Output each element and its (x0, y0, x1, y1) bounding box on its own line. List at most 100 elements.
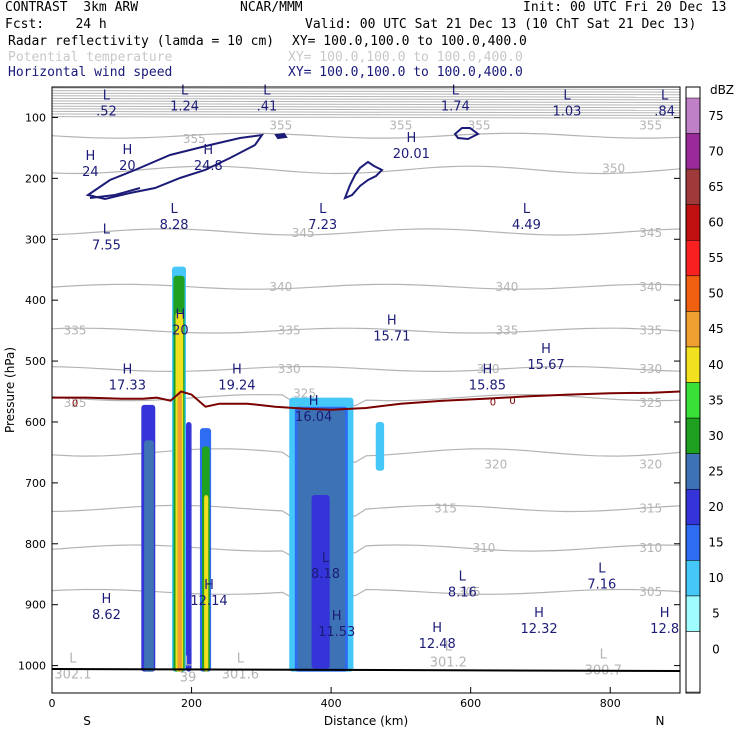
theta-contours: 355 355 355 355 355 350 345 345 340 340 340 335 335 3… (52, 118, 680, 599)
upper-theta-band (52, 87, 680, 119)
wind-extremum-value: 8.16 (448, 585, 477, 600)
wind-extremum-value: 20 (172, 324, 189, 339)
wind-extremum-kind: L (459, 569, 467, 584)
wind-extremum-kind: H (406, 131, 416, 146)
colorbar-swatch (685, 168, 701, 205)
y-tick-label: 1000 (18, 660, 46, 673)
colorbar-swatch (685, 595, 701, 632)
wind-contour (89, 187, 141, 199)
colorbar-swatch (685, 275, 701, 312)
colorbar-unit: dBZ (710, 83, 734, 97)
colorbar-tick-label: 25 (708, 464, 723, 478)
y-tick-label: 500 (25, 355, 46, 368)
reflectivity-cell (311, 495, 330, 669)
valid-time: Valid: 00 UTC Sat 21 Dec 13 (10 ChT Sat … (305, 17, 697, 32)
wind-extremum-kind: H (332, 609, 342, 624)
wind-extremum-kind: L (598, 561, 606, 576)
theta-upper-line (52, 116, 680, 119)
theta-upper-line (52, 105, 680, 109)
theta-upper-line (52, 113, 680, 116)
contour-labels: L.52L1.24L.41L1.74L1.03L.84H24H20H24.8H2… (54, 83, 679, 685)
colorbar-tick-label: 65 (708, 180, 723, 194)
theta-label: 350 (602, 162, 625, 176)
theta-upper-line (52, 110, 680, 114)
theta-contour (52, 366, 680, 372)
wind-extremum-kind: L (452, 83, 460, 98)
colorbar-swatch (685, 524, 701, 561)
colorbar-swatch (685, 311, 701, 348)
theta-upper-line (52, 95, 680, 98)
theta-upper-line (52, 92, 680, 96)
theta-contour (52, 228, 680, 236)
theta-contour (52, 544, 680, 558)
wind-extremum-value: 12.14 (190, 594, 227, 609)
wind-contour (85, 133, 265, 201)
wind-extremum-value: 12.8 (650, 622, 679, 637)
theta-contour (52, 132, 680, 139)
colorbar-tick-label: 20 (708, 500, 723, 514)
colorbar-tick-label: 50 (708, 287, 723, 301)
theta-upper-line (52, 87, 680, 90)
theta-label: 305 (458, 585, 481, 599)
reflectivity-fill (141, 266, 385, 672)
theta-label: 345 (292, 226, 315, 240)
wind-extremum-kind: H (122, 362, 132, 377)
wind-extremum-value: 1.03 (552, 104, 581, 119)
wind-extremum-value: 7.55 (92, 238, 121, 253)
y-tick-label: 800 (25, 538, 46, 551)
theta-label: 330 (477, 362, 500, 376)
wind-extremum-kind: L (523, 202, 531, 217)
colorbar-swatch (685, 204, 701, 241)
wind-extremum-value: 7.23 (308, 218, 337, 233)
colorbar-tick-label: 35 (708, 393, 723, 407)
wind-extremum-kind: L (563, 88, 571, 103)
freezing-label: 0 (509, 396, 515, 407)
wind-extremum-kind: H (176, 308, 186, 323)
wind-extremum-kind: H (432, 621, 442, 636)
wind-extremum-value: 15.67 (527, 358, 564, 373)
colorbar-tick-label: 15 (708, 536, 723, 550)
freezing-label: 0 (490, 397, 496, 408)
colorbar-swatch (685, 346, 701, 383)
theta-label: 335 (278, 324, 301, 338)
x-tick-label: 0 (49, 697, 56, 710)
colorbar-tick-label: 45 (708, 322, 723, 336)
wind-contour (274, 132, 288, 140)
colorbar-frame (685, 86, 701, 694)
reflectivity-cell (144, 440, 154, 672)
x-axis-label: Distance (km) (324, 714, 408, 728)
colorbar-tick-label: 55 (708, 251, 723, 265)
colorbar-swatch (685, 631, 701, 693)
wind-extremum-value: 16.04 (295, 410, 332, 425)
surface-extremum-kind: L (237, 652, 245, 667)
surface-extremum-value: 302.1 (54, 668, 91, 683)
wind-extremum-value: 19.24 (218, 378, 255, 393)
theta-contour (52, 588, 680, 599)
reflectivity-cell (185, 421, 192, 672)
wind-extremum-kind: H (102, 592, 112, 607)
theta-contour (52, 393, 680, 407)
wind-extremum-value: 7.16 (587, 577, 616, 592)
ground-line (51, 668, 681, 672)
wind-contour (453, 127, 480, 141)
y-tick-label: 600 (25, 416, 46, 429)
wind-extremum-value: 8.28 (160, 218, 189, 233)
colorbar-swatch (685, 453, 701, 490)
theta-label: 340 (269, 280, 292, 294)
y-tick-label: 300 (25, 233, 46, 246)
theta-label: 345 (639, 226, 662, 240)
wind-extremum-value: .52 (96, 104, 117, 119)
theta-contour (52, 504, 680, 519)
field-theta: Potential temperature (8, 50, 173, 65)
colorbar-tick-label: 75 (708, 109, 723, 123)
wind-extremum-value: 12.32 (520, 622, 557, 637)
wind-extremum-kind: H (85, 149, 95, 164)
theta-contour (52, 448, 680, 463)
theta-label: 335 (639, 324, 662, 338)
wind-extremum-kind: H (204, 578, 214, 593)
theta-label: 315 (639, 501, 662, 515)
wind-extremum-kind: H (309, 394, 319, 409)
theta-label: 310 (639, 541, 662, 555)
model-title: CONTRAST 3km ARW (5, 0, 139, 15)
